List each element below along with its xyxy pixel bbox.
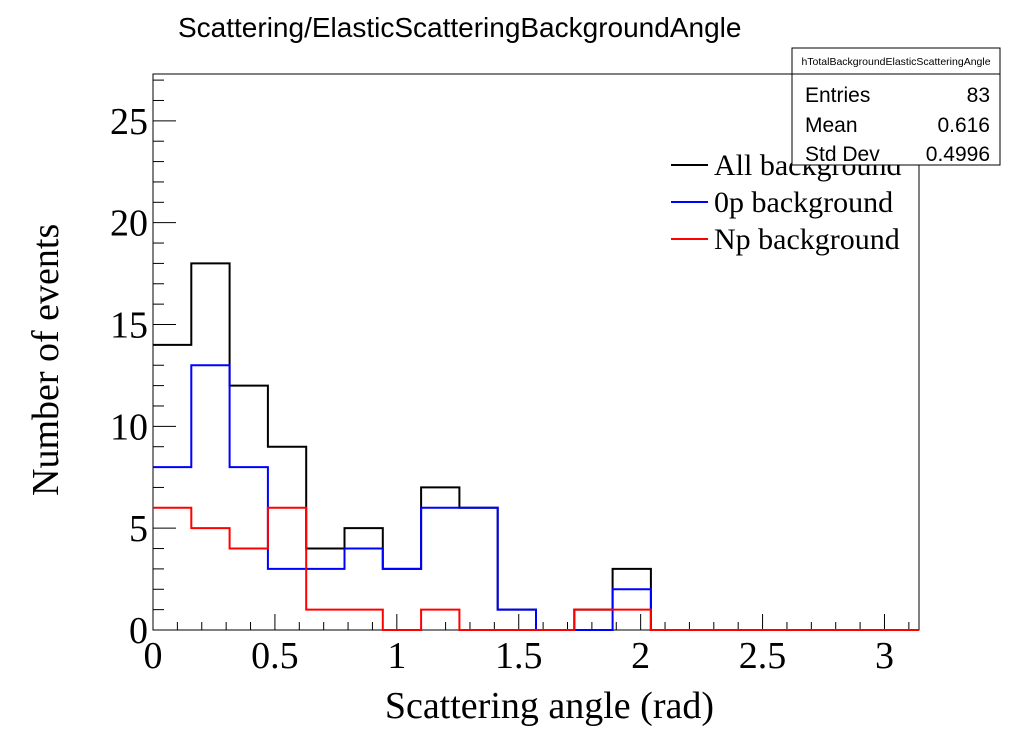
- stats-box: hTotalBackgroundElasticScatteringAngle E…: [791, 47, 1001, 166]
- histogram-series: [153, 262, 919, 631]
- x-tick-labels: 0 0.5 1 1.5 2 2.5 3: [144, 635, 894, 677]
- stats-stddev-label: Std Dev: [805, 143, 880, 166]
- y-tick-label: 15: [110, 305, 148, 347]
- x-tick-label: 1: [387, 635, 406, 677]
- stats-box-name: hTotalBackgroundElasticScatteringAngle: [801, 56, 990, 68]
- y-tick-label: 10: [110, 406, 148, 448]
- y-axis-title: Number of events: [25, 224, 67, 496]
- x-tick-label: 1.5: [495, 635, 543, 677]
- legend-label-2: Np background: [714, 223, 900, 256]
- chart-title: Scattering/ElasticScatteringBackgroundAn…: [178, 12, 741, 43]
- stats-stddev-value: 0.4996: [926, 143, 990, 166]
- y-tick-label: 5: [129, 508, 148, 550]
- stats-mean-value: 0.616: [937, 114, 990, 137]
- y-tick-label: 25: [110, 101, 148, 143]
- series-line-0: [153, 262, 919, 631]
- y-tick-labels: 0 5 10 15 20 25: [110, 101, 148, 652]
- x-ticks: [152, 614, 910, 630]
- y-ticks: [153, 79, 176, 631]
- x-tick-label: 0: [144, 635, 163, 677]
- x-tick-label: 3: [875, 635, 894, 677]
- stats-box-frame: [791, 47, 1001, 166]
- y-tick-label: 0: [129, 610, 148, 652]
- legend-label-1: 0p background: [714, 186, 893, 219]
- x-tick-label: 2: [631, 635, 650, 677]
- series-line-2: [153, 506, 919, 631]
- stats-entries-label: Entries: [805, 84, 870, 107]
- x-tick-label: 2.5: [739, 635, 787, 677]
- stats-entries-value: 83: [967, 84, 990, 107]
- y-tick-label: 20: [110, 203, 148, 245]
- x-axis-title: Scattering angle (rad): [385, 685, 714, 727]
- x-tick-label: 0.5: [251, 635, 299, 677]
- stats-mean-label: Mean: [805, 114, 858, 137]
